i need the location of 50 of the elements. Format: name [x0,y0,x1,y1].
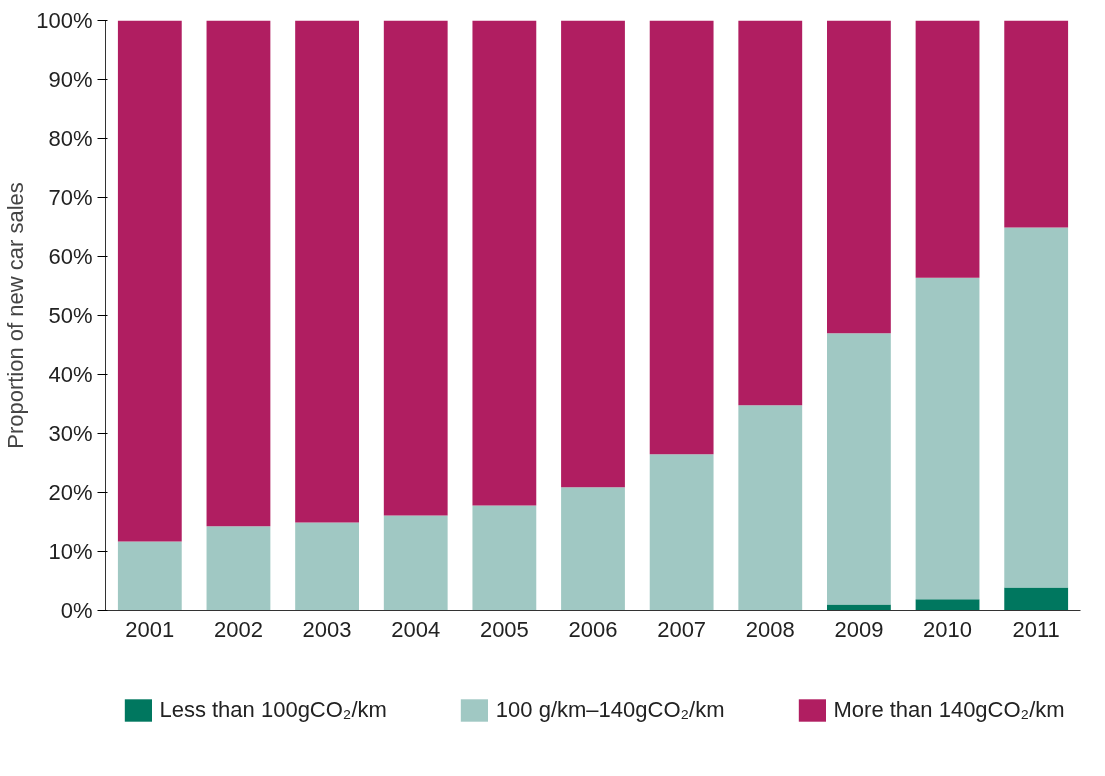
y-tick-label: 90% [48,67,93,92]
bar [117,541,182,611]
bar [295,20,359,523]
bar [1004,227,1069,588]
y-tick-label: 60% [48,244,93,269]
legend-label: 100 g/km–140gCO₂/km [495,697,725,723]
x-tick-label: 2004 [391,616,441,642]
bar [1004,20,1069,228]
y-tick-label: 80% [48,126,93,151]
y-tick-label: 10% [48,539,93,564]
bar [383,515,448,610]
y-axis-title: Proportion of new car sales [3,182,29,449]
bar [117,20,182,542]
x-tick-label: 2011 [1012,616,1060,642]
bar [738,405,803,611]
bar [649,454,714,610]
bar [472,505,537,611]
bar [383,20,448,516]
bar [915,20,980,278]
bar [561,20,625,488]
x-tick-label: 2008 [745,616,795,642]
bar [472,20,537,506]
bar [295,522,359,610]
y-tick-label: 0% [60,598,93,623]
y-tick-label: 70% [48,185,93,210]
y-tick-label: 50% [48,303,93,328]
bar [827,333,891,605]
x-tick-label: 2002 [213,616,263,642]
bar [561,487,625,611]
y-tick-label: 40% [48,362,93,387]
bar [915,277,980,600]
bar [1004,587,1069,611]
bar [738,20,803,406]
bar [827,20,891,334]
y-tick-label: 100% [36,8,93,33]
bar [206,20,271,527]
x-tick-label: 2003 [302,616,352,642]
bar [649,20,714,455]
x-tick-label: 2006 [568,616,618,642]
y-tick-label: 30% [48,421,93,446]
x-tick-label: 2010 [923,616,973,642]
x-tick-label: 2001 [125,616,175,642]
legend-label: Less than 100gCO₂/km [159,697,387,723]
x-tick-label: 2009 [834,616,884,642]
x-tick-label: 2007 [657,616,707,642]
bar [915,599,980,611]
bar [206,526,271,610]
y-tick-label: 20% [48,480,93,505]
legend-label: More than 140gCO₂/km [833,697,1065,723]
x-tick-label: 2005 [479,616,529,642]
